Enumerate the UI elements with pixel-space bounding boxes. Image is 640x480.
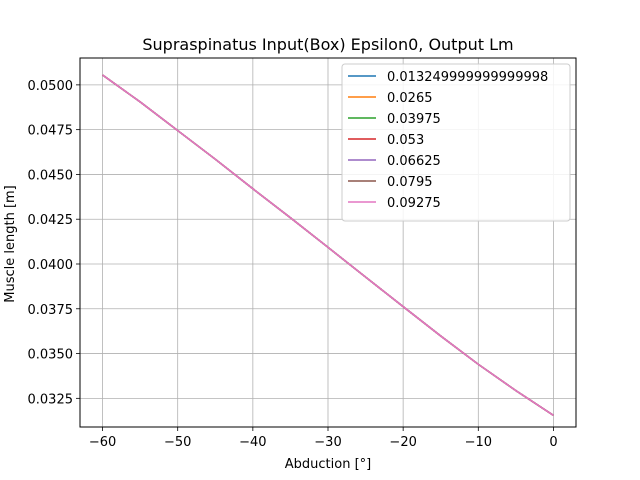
x-tick-label: −20 xyxy=(389,435,416,450)
y-tick-label: 0.0475 xyxy=(28,124,74,139)
x-tick-label: −30 xyxy=(314,435,341,450)
x-tick-label: −10 xyxy=(465,435,492,450)
legend-label: 0.06625 xyxy=(387,154,441,169)
y-tick-label: 0.0350 xyxy=(28,348,74,363)
grid-lines xyxy=(80,58,576,427)
x-tick-label: −50 xyxy=(164,435,191,450)
legend-label: 0.013249999999999998 xyxy=(387,70,548,85)
y-tick-label: 0.0425 xyxy=(28,213,74,228)
y-tick-label: 0.0400 xyxy=(28,258,74,273)
y-tick-label: 0.0325 xyxy=(28,392,74,407)
y-axis-label: Muscle length [m] xyxy=(3,185,18,303)
y-tick-label: 0.0375 xyxy=(28,303,74,318)
y-tick-label: 0.0450 xyxy=(28,168,74,183)
chart-title: Supraspinatus Input(Box) Epsilon0, Outpu… xyxy=(142,35,513,54)
x-axis-label: Abduction [°] xyxy=(285,457,371,472)
y-tick-label: 0.0500 xyxy=(28,79,74,94)
axis-ticks: −60 −50 −40 −30 −20 −10 0 0.0325 0.0350 0.0375 0.0… xyxy=(28,79,558,450)
legend-label: 0.0795 xyxy=(387,175,433,190)
legend-label: 0.0265 xyxy=(387,91,433,106)
series-line xyxy=(102,74,554,416)
legend-label: 0.09275 xyxy=(387,196,441,211)
legend-label: 0.053 xyxy=(387,133,424,148)
legend-label: 0.03975 xyxy=(387,112,441,127)
series-lines xyxy=(102,74,554,416)
legend: 0.013249999999999998 0.0265 0.03975 0.053 0.… xyxy=(341,63,571,222)
legend-box xyxy=(341,63,571,222)
x-tick-label: 0 xyxy=(549,435,557,450)
x-tick-label: −40 xyxy=(239,435,266,450)
x-tick-label: −60 xyxy=(89,435,116,450)
